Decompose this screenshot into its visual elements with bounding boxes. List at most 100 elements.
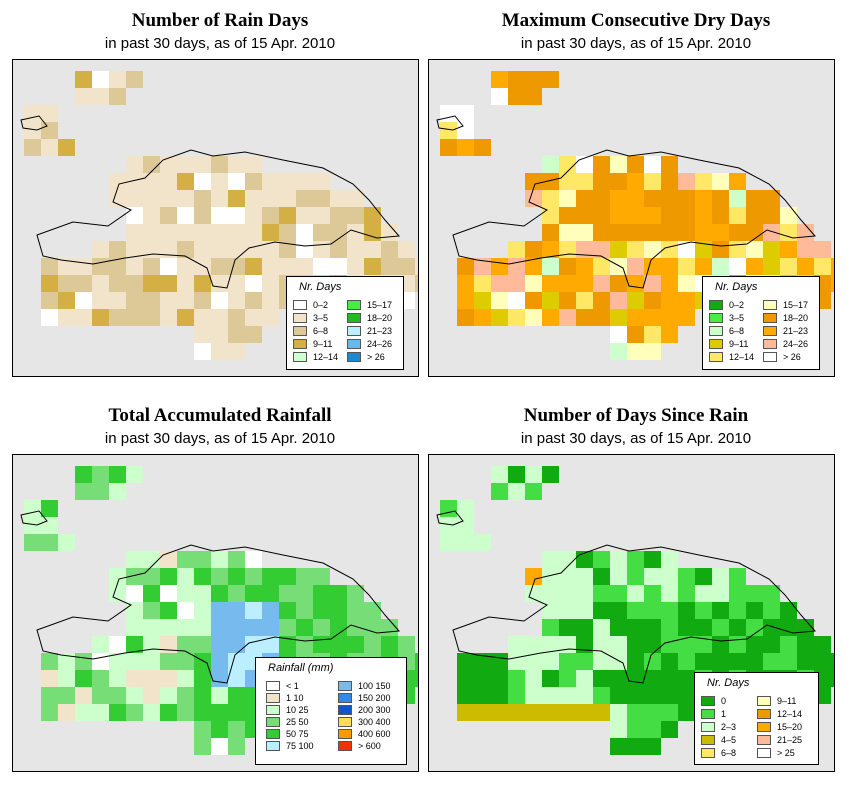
map-cell — [678, 585, 695, 602]
map-cell — [610, 721, 627, 738]
map-cell — [508, 275, 525, 292]
map-cell — [542, 602, 559, 619]
map-cell — [228, 738, 245, 755]
map-cell — [143, 173, 160, 190]
map-cell — [644, 670, 661, 687]
legend-swatch — [757, 747, 771, 758]
map-cell — [194, 292, 211, 309]
legend-swatch — [338, 716, 352, 727]
map-cell — [160, 275, 177, 292]
map-cell — [508, 71, 525, 88]
map-cell — [695, 258, 712, 275]
map-cell — [814, 653, 831, 670]
map-cell — [92, 71, 109, 88]
map-cell — [576, 156, 593, 173]
map-cell — [746, 585, 763, 602]
map-cell — [644, 585, 661, 602]
map-cell — [644, 687, 661, 704]
map-cell — [211, 670, 228, 687]
map-cell — [279, 241, 296, 258]
map-cell — [313, 602, 330, 619]
legend-swatch — [266, 740, 280, 751]
map-cell — [746, 636, 763, 653]
legend-item: 0 — [701, 695, 726, 706]
map-cell — [177, 309, 194, 326]
map-cell — [440, 517, 457, 534]
map-cell — [41, 653, 58, 670]
map-cell — [508, 687, 525, 704]
map-cell — [627, 653, 644, 670]
legend-item: > 25 — [757, 747, 795, 758]
map-cell — [661, 190, 678, 207]
map-cell — [296, 207, 313, 224]
coastline — [20, 510, 48, 526]
map-cell — [542, 636, 559, 653]
map-legend: Nr. Days 0–2 3–5 6–8 9–11 12–14 15–17 18–20 21–… — [702, 276, 820, 370]
map-cell — [610, 704, 627, 721]
map-cell — [729, 568, 746, 585]
map-cell — [644, 292, 661, 309]
map-cell — [364, 619, 381, 636]
map-cell — [644, 636, 661, 653]
map-cell — [508, 88, 525, 105]
map-cell — [262, 585, 279, 602]
map-cell — [211, 275, 228, 292]
legend-swatch — [347, 312, 361, 323]
legend-label: 15–20 — [777, 721, 803, 732]
map-cell — [41, 534, 58, 551]
legend-label: 300 400 — [358, 716, 391, 727]
map-cell — [644, 326, 661, 343]
map-cell — [109, 466, 126, 483]
map-cell — [661, 326, 678, 343]
map-cell — [797, 636, 814, 653]
map-cell — [712, 241, 729, 258]
map-cell — [92, 309, 109, 326]
map-cell — [211, 241, 228, 258]
legend-label: 21–23 — [367, 325, 393, 336]
map-cell — [678, 653, 695, 670]
map-cell — [542, 173, 559, 190]
map-cell — [126, 466, 143, 483]
map-cell — [262, 275, 279, 292]
map-cell — [576, 585, 593, 602]
map-cell — [75, 71, 92, 88]
map-cell — [644, 602, 661, 619]
legend-swatch — [293, 299, 307, 310]
map-cell — [160, 156, 177, 173]
map-cell — [279, 190, 296, 207]
days-since-rain-map: Nr. Days 0 1 2–3 4–5 6–8 9–11 12–14 15–20 21–25 >… — [428, 454, 835, 772]
legend-item: 25 50 — [266, 716, 309, 727]
map-cell — [644, 258, 661, 275]
map-cell — [576, 292, 593, 309]
map-cell — [508, 466, 525, 483]
legend-item: 12–14 — [293, 351, 338, 362]
legend-label: 10 25 — [286, 704, 309, 715]
map-cell — [627, 721, 644, 738]
legend-label: 75 100 — [286, 740, 314, 751]
map-cell — [661, 309, 678, 326]
map-cell — [228, 258, 245, 275]
legend-swatch — [266, 680, 280, 691]
map-cell — [644, 241, 661, 258]
map-cell — [160, 292, 177, 309]
legend-item: 15–17 — [347, 299, 392, 310]
map-cell — [508, 241, 525, 258]
map-cell — [58, 687, 75, 704]
map-cell — [474, 258, 491, 275]
map-cell — [160, 619, 177, 636]
map-cell — [678, 224, 695, 241]
legend-label: 4–5 — [721, 734, 737, 745]
map-cell — [24, 534, 41, 551]
map-cell — [245, 568, 262, 585]
map-cell — [279, 568, 296, 585]
map-cell — [143, 585, 160, 602]
map-cell — [457, 670, 474, 687]
map-cell — [712, 585, 729, 602]
map-cell — [525, 568, 542, 585]
map-cell — [211, 224, 228, 241]
map-grid — [20, 466, 418, 755]
map-cell — [474, 670, 491, 687]
map-cell — [627, 687, 644, 704]
legend-swatch — [757, 734, 771, 745]
